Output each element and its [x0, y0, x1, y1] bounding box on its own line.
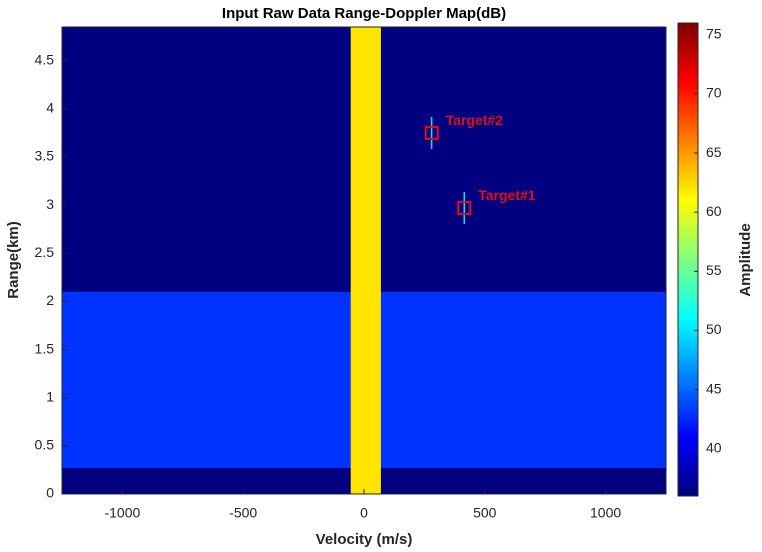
x-tick-label: -500 [229, 505, 257, 521]
y-tick-label: 3 [46, 196, 54, 212]
colorbar-tick-label: 45 [706, 380, 722, 396]
y-axis-label: Range(km) [5, 221, 22, 299]
colorbar-tick-label: 40 [706, 439, 722, 455]
colorbar-tick-label: 75 [706, 26, 722, 42]
annotation-label: Target#2 [446, 112, 504, 128]
x-tick-label: 500 [473, 505, 497, 521]
target-marker [457, 201, 472, 216]
colorbar-tick-label: 55 [706, 262, 722, 278]
colorbar-tick-label: 65 [706, 144, 722, 160]
y-tick-label: 1.5 [35, 340, 55, 356]
y-tick-label: 3.5 [35, 148, 55, 164]
colorbar-tick-label: 50 [706, 321, 722, 337]
x-tick-label: 1000 [590, 505, 621, 521]
y-tick-label: 4 [46, 100, 54, 116]
y-tick-label: 0 [46, 485, 54, 501]
x-axis-label: Velocity (m/s) [316, 531, 413, 548]
x-tick-label: 0 [360, 505, 368, 521]
annotation-label: Target#1 [478, 187, 536, 203]
colorbar [677, 22, 699, 497]
x-tick-label: -1000 [104, 505, 140, 521]
chart-title: Input Raw Data Range-Doppler Map(dB) [222, 5, 506, 22]
colorbar-label: Amplitude [737, 223, 754, 296]
y-tick-label: 0.5 [35, 437, 55, 453]
y-tick-label: 4.5 [35, 51, 55, 67]
y-tick-label: 2 [46, 292, 54, 308]
target-marker [424, 125, 439, 140]
y-tick-label: 1 [46, 388, 54, 404]
colorbar-tick-label: 70 [706, 85, 722, 101]
y-tick-label: 2.5 [35, 244, 55, 260]
colorbar-tick-label: 60 [706, 203, 722, 219]
heatmap-cell [350, 27, 381, 494]
